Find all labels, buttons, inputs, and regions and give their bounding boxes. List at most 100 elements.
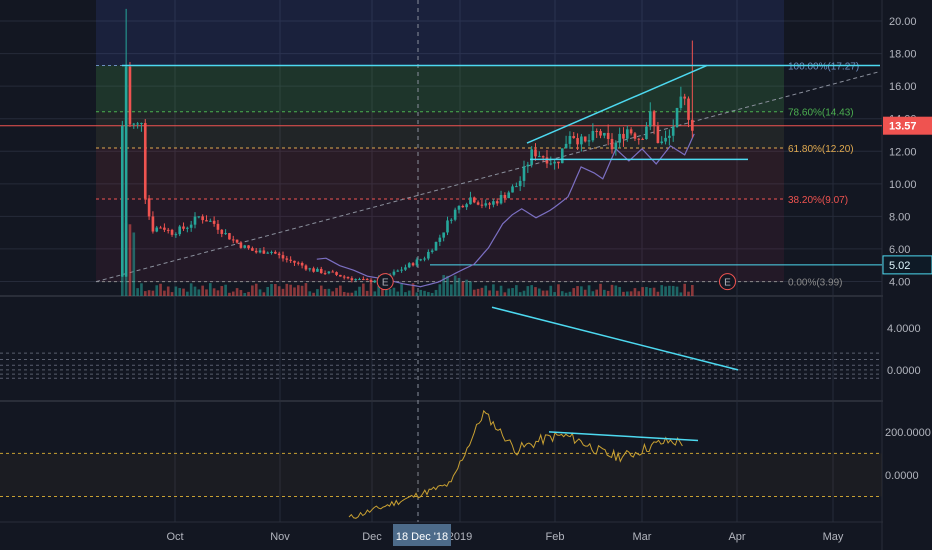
- candle-body: [668, 135, 671, 138]
- candle-body: [251, 248, 254, 251]
- volume-bar: [396, 291, 400, 296]
- cci-pane[interactable]: [0, 409, 882, 519]
- candle-body: [274, 251, 277, 254]
- price-tick-label: 18.00: [889, 49, 917, 61]
- candlesticks: [121, 8, 694, 284]
- drawings[interactable]: [122, 64, 880, 161]
- candle-body: [266, 252, 270, 254]
- cci-axis[interactable]: 200.0000 0.0000: [885, 427, 931, 482]
- candle-body: [243, 245, 247, 248]
- volume-bar: [415, 292, 419, 296]
- candle-body: [469, 197, 472, 205]
- volume-bar: [656, 291, 660, 296]
- price-tick-label: 8.00: [889, 211, 910, 223]
- candle-body: [511, 186, 514, 193]
- volume-bar: [606, 290, 610, 296]
- macd-pane[interactable]: [0, 306, 882, 379]
- candle-body: [671, 127, 675, 136]
- candle-body: [442, 232, 445, 238]
- candle-body: [614, 142, 618, 150]
- volume-bar: [193, 286, 197, 296]
- volume-bar: [189, 283, 193, 296]
- volume-bar: [499, 285, 503, 296]
- candle-body: [549, 163, 553, 165]
- candle-body: [362, 279, 365, 281]
- volume-bar: [327, 288, 331, 296]
- cci-divergence-line[interactable]: [548, 431, 699, 442]
- candle-body: [629, 129, 633, 134]
- macd-axis[interactable]: 4.0000 0.0000: [887, 323, 921, 377]
- fibonacci-retracement[interactable]: 100.00%(17.27) 78.60%(14.43) 61.80%(12.20)…: [0, 0, 882, 522]
- volume-bar: [648, 287, 652, 296]
- candle-body: [182, 226, 185, 229]
- volume-bar: [442, 275, 445, 296]
- volume-bar: [201, 285, 204, 296]
- candle-body: [270, 251, 273, 253]
- candle-body: [159, 227, 162, 229]
- fib-trend-line[interactable]: [95, 71, 881, 283]
- candle-body: [507, 192, 511, 199]
- candle-body: [365, 279, 369, 281]
- candle-body: [583, 136, 587, 142]
- volume-bar: [220, 286, 224, 296]
- volume-bar: [208, 283, 212, 296]
- fib-zone: [96, 148, 784, 199]
- volume-bar: [247, 291, 250, 296]
- candle-body: [484, 203, 488, 206]
- candle-body: [231, 239, 235, 241]
- candle-body: [400, 269, 403, 271]
- candle-body: [293, 260, 296, 263]
- candle-body: [633, 133, 637, 139]
- volume-bar: [683, 283, 686, 296]
- candle-body: [618, 133, 621, 143]
- candle-body: [354, 279, 357, 281]
- candle-body: [358, 279, 361, 281]
- candle-body: [572, 136, 576, 139]
- macd-divergence-line[interactable]: [491, 306, 739, 371]
- volume-bar: [400, 283, 403, 296]
- candle-body: [476, 202, 480, 205]
- candle-body: [537, 156, 541, 158]
- volume-bar: [163, 290, 166, 296]
- time-axis-label: Mar: [633, 531, 652, 543]
- volume-bar: [599, 283, 602, 296]
- candle-body: [128, 66, 132, 125]
- candle-body: [350, 278, 354, 281]
- price-tick-label: 4.00: [889, 276, 910, 288]
- volume-bar: [293, 287, 296, 296]
- candle-body: [404, 267, 407, 270]
- volume-bar: [174, 286, 178, 296]
- earnings-marker[interactable]: [376, 273, 394, 291]
- time-axis-label: Feb: [546, 531, 565, 543]
- volume-bar: [664, 286, 667, 296]
- candle-body: [308, 268, 312, 270]
- candle-body: [220, 229, 224, 234]
- volume-bar: [495, 290, 499, 296]
- earnings-marker[interactable]: [719, 273, 736, 291]
- candle-body: [239, 242, 243, 248]
- candle-body: [557, 161, 560, 164]
- volume-bar: [239, 290, 243, 296]
- volume-bar: [568, 291, 572, 296]
- volume-bar: [580, 286, 583, 296]
- fib-level-label: 61.80%(12.20): [788, 144, 854, 155]
- volume-bar: [304, 283, 308, 296]
- rising-trendline[interactable]: [526, 64, 708, 144]
- candle-body: [235, 239, 239, 243]
- fib-zone: [96, 65, 784, 112]
- volume-bar: [446, 275, 449, 296]
- candle-body: [247, 245, 250, 249]
- volume-bar: [450, 284, 453, 296]
- volume-bar: [254, 283, 258, 296]
- time-axis[interactable]: Oct Nov Dec 2019 Feb Mar Apr May 18 Dec '18: [166, 524, 844, 546]
- volume-bar: [350, 292, 354, 296]
- volume-bar: [595, 289, 599, 296]
- price-axis[interactable]: 20.0018.0016.0014.0012.0010.008.006.004.…: [882, 0, 932, 550]
- candle-body: [637, 138, 641, 140]
- volume-bar: [266, 286, 270, 296]
- volume-bar: [537, 288, 541, 296]
- candle-body: [492, 201, 495, 205]
